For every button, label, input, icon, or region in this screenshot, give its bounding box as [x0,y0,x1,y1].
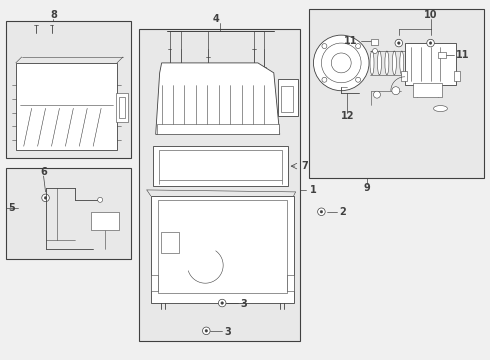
Text: 1: 1 [310,185,316,195]
Circle shape [372,49,377,54]
Circle shape [392,87,400,95]
Circle shape [44,197,47,199]
Bar [413,83,442,96]
Text: 10: 10 [424,10,437,20]
Circle shape [322,77,327,82]
Bar [157,125,279,134]
Ellipse shape [434,105,447,112]
Bar [278,79,297,117]
Circle shape [221,302,223,304]
Text: 8: 8 [50,10,57,20]
Bar [6,21,131,158]
Ellipse shape [392,51,396,75]
Circle shape [331,53,351,73]
Bar [139,29,299,341]
Circle shape [202,327,210,334]
Circle shape [168,71,172,75]
Bar [454,71,460,81]
Ellipse shape [407,51,411,75]
Bar [158,200,287,293]
Circle shape [373,91,380,98]
Circle shape [397,42,400,44]
Circle shape [252,71,256,75]
Text: 7: 7 [301,161,308,171]
Circle shape [320,211,323,213]
Circle shape [205,329,208,332]
Text: 3: 3 [224,327,231,337]
Text: 12: 12 [341,112,354,121]
Bar [287,275,294,291]
Text: 11: 11 [456,50,470,60]
Text: 5: 5 [8,203,15,213]
Bar [310,9,484,178]
Ellipse shape [400,51,404,75]
Ellipse shape [385,51,389,75]
Bar [16,63,117,150]
Bar [161,231,178,253]
Bar [151,275,158,291]
Bar [405,43,456,85]
Circle shape [219,299,226,307]
Circle shape [42,194,49,202]
Text: 11: 11 [343,36,357,46]
Bar [281,86,293,112]
Circle shape [429,42,432,44]
Bar [119,96,125,118]
Bar [371,39,378,45]
Bar [116,93,128,122]
Bar [401,71,407,81]
Text: 2: 2 [339,207,346,217]
Polygon shape [156,63,280,134]
Bar [153,146,288,186]
Bar [91,212,119,230]
Bar [439,52,446,58]
Circle shape [395,39,403,47]
Circle shape [356,44,361,49]
Circle shape [98,197,102,202]
Text: 9: 9 [364,183,370,193]
Ellipse shape [370,51,374,75]
Bar [159,150,282,180]
Circle shape [322,44,327,49]
Circle shape [318,208,325,216]
Ellipse shape [377,51,381,75]
Text: 6: 6 [40,167,47,177]
Text: 4: 4 [213,14,220,24]
Ellipse shape [415,51,418,75]
Circle shape [427,39,434,47]
Text: 3: 3 [240,299,247,309]
Circle shape [321,43,361,83]
Circle shape [314,35,369,91]
Bar [6,168,131,260]
Circle shape [356,77,361,82]
Bar [151,196,294,303]
